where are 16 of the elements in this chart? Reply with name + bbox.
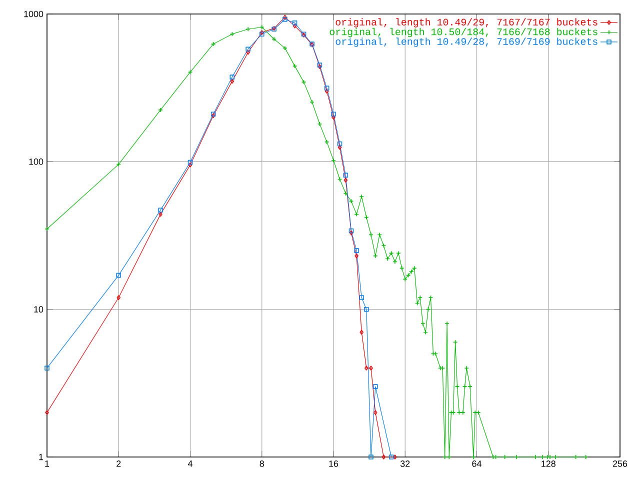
x-tick-label: 128: [542, 460, 556, 467]
x-tick-label: 16: [329, 460, 338, 467]
legend-label: original, length 10.49/29, 7167/7167 buckets: [336, 18, 598, 28]
y-tick-label: 1000: [24, 10, 44, 18]
x-tick-label: 1: [45, 460, 50, 467]
y-tick-label: 1: [39, 454, 44, 460]
x-tick-label: 8: [260, 460, 264, 467]
x-tick-label: 64: [472, 460, 482, 467]
y-tick-label: 100: [29, 158, 44, 165]
x-tick-label: 4: [188, 460, 192, 467]
y-tick-label: 10: [34, 306, 44, 313]
legend-label: original, length 10.49/28, 7169/7169 buckets: [336, 38, 598, 47]
x-tick-label: 256: [612, 460, 628, 467]
x-tick-label: 2: [116, 460, 121, 467]
x-tick-label: 32: [400, 460, 410, 467]
legend-label: original, length 10.50/184, 7166/7168 buckets: [330, 28, 598, 38]
